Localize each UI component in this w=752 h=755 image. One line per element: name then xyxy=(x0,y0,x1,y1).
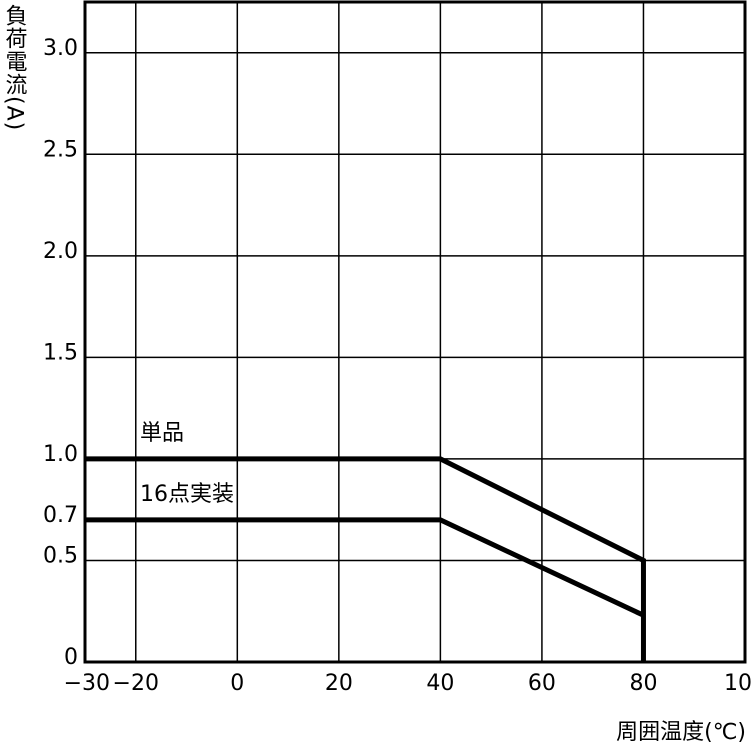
y-tick-label: 1.0 xyxy=(43,442,78,467)
y-tick-label: 3.0 xyxy=(43,36,78,61)
x-tick-label: 40 xyxy=(426,671,454,696)
y-tick-label: 2.5 xyxy=(43,137,78,162)
series-line xyxy=(85,517,645,618)
x-tick-label: 100 xyxy=(724,671,752,696)
y-tick-label: 0.5 xyxy=(43,543,78,568)
x-axis-label: 周囲温度(℃) xyxy=(616,720,746,745)
series-line xyxy=(85,456,646,662)
x-tick-label: 0 xyxy=(230,671,244,696)
y-tick-label: 0 xyxy=(64,645,78,670)
x-tick-label: 20 xyxy=(325,671,353,696)
y-tick-label: 1.5 xyxy=(43,340,78,365)
series-label: 16点実装 xyxy=(140,482,234,507)
x-tick-label: −20 xyxy=(113,671,159,696)
x-tick-label: −30 xyxy=(64,671,110,696)
x-tick-label: 80 xyxy=(629,671,657,696)
y-tick-label: 2.0 xyxy=(43,239,78,264)
y-tick-label: 0.7 xyxy=(43,503,78,528)
y-axis-label: 負荷電流(A) xyxy=(2,4,28,131)
series-label: 単品 xyxy=(140,421,184,446)
x-tick-label: 60 xyxy=(528,671,556,696)
plot-frame xyxy=(83,0,747,664)
